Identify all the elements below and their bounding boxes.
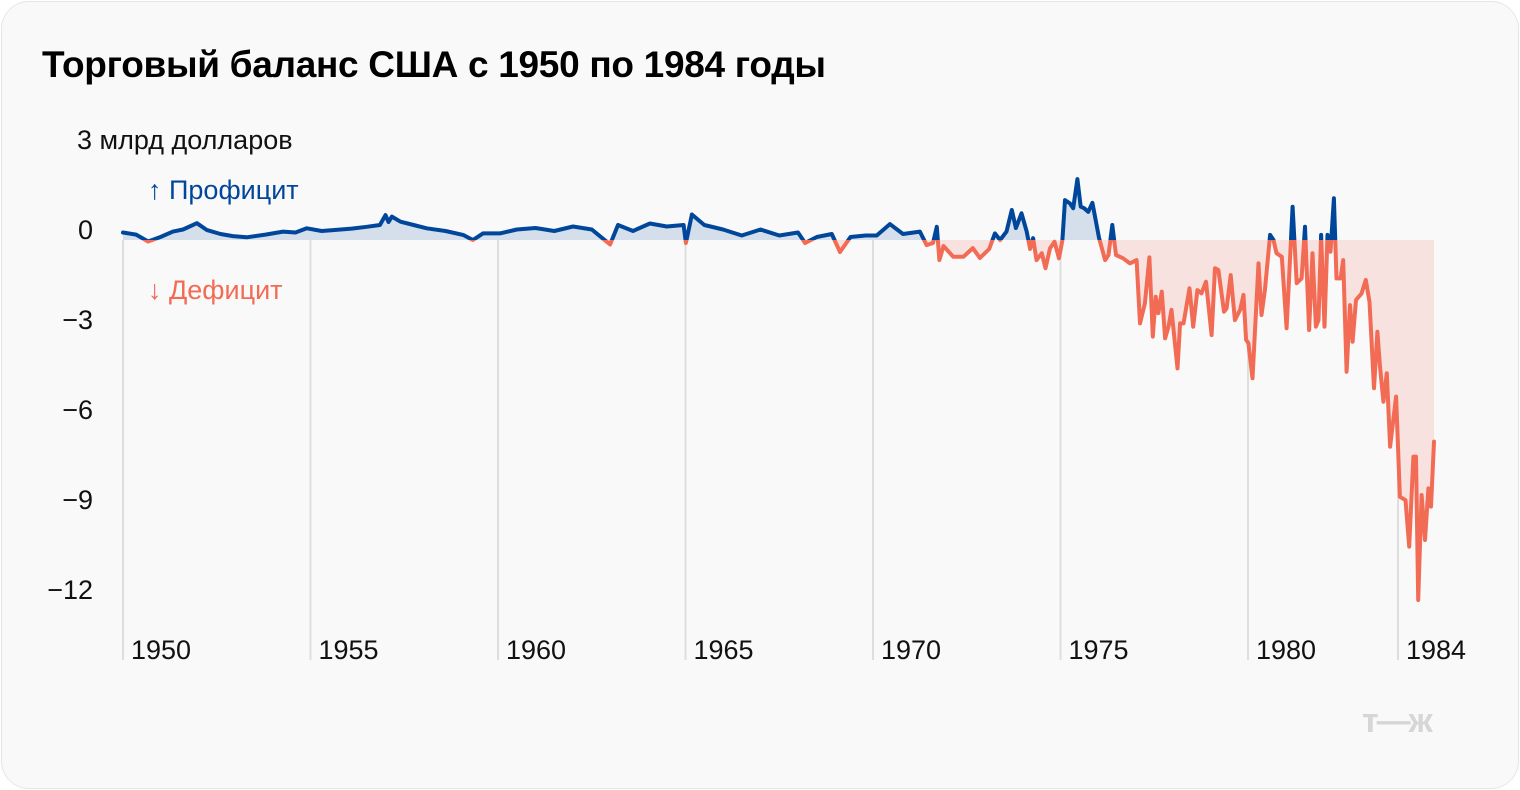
legend-deficit: ↓ Дефицит <box>148 275 283 305</box>
logo: т—ж <box>1362 702 1433 740</box>
y-tick-label: −9 <box>62 485 93 515</box>
x-tick-label: 1960 <box>506 635 566 665</box>
x-tick-label: 1970 <box>881 635 941 665</box>
x-tick-label: 1955 <box>319 635 379 665</box>
x-tick-label: 1984 <box>1406 635 1466 665</box>
x-tick-label: 1950 <box>131 635 191 665</box>
deficit-area <box>123 240 1434 600</box>
y-tick-label: −3 <box>62 305 93 335</box>
x-tick-label: 1965 <box>694 635 754 665</box>
legend-surplus: ↑ Профицит <box>148 175 299 205</box>
x-tick-label: 1980 <box>1256 635 1316 665</box>
x-tick-label: 1975 <box>1069 635 1129 665</box>
y-axis-unit-label: 3 млрд долларов <box>77 125 293 155</box>
surplus-line <box>121 177 1338 240</box>
y-tick-label: 0 <box>78 215 93 245</box>
y-tick-label: −6 <box>62 395 93 425</box>
y-tick-label: −12 <box>47 575 93 605</box>
chart-title: Торговый баланс США с 1950 по 1984 годы <box>42 44 826 85</box>
